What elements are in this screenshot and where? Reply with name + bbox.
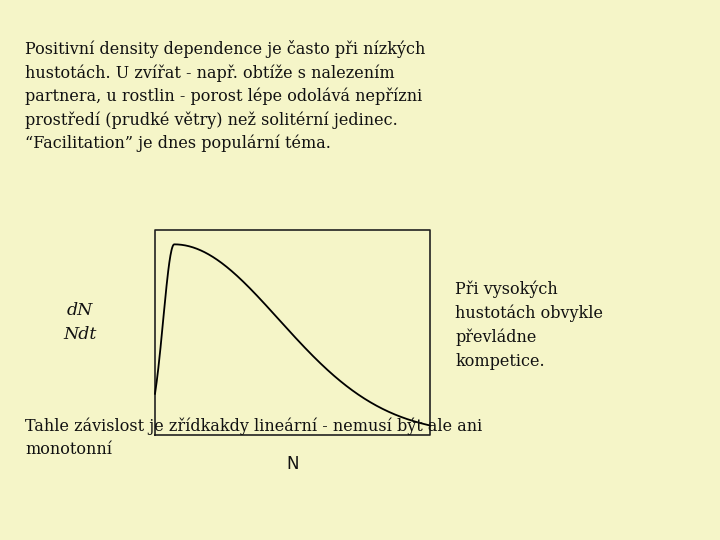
Text: N: N <box>287 455 299 473</box>
Text: Při vysokých
hustotách obvykle
převládne
kompetice.: Při vysokých hustotách obvykle převládne… <box>455 280 603 370</box>
Text: Tahle závislost je zřídkakdy lineární - nemusí být ale ani
monotonní: Tahle závislost je zřídkakdy lineární - … <box>25 417 482 458</box>
Text: Positivní density dependence je často při nízkých
hustotách. U zvířat - např. ob: Positivní density dependence je často př… <box>25 40 426 152</box>
Text: dN
Ndt: dN Ndt <box>63 302 96 343</box>
